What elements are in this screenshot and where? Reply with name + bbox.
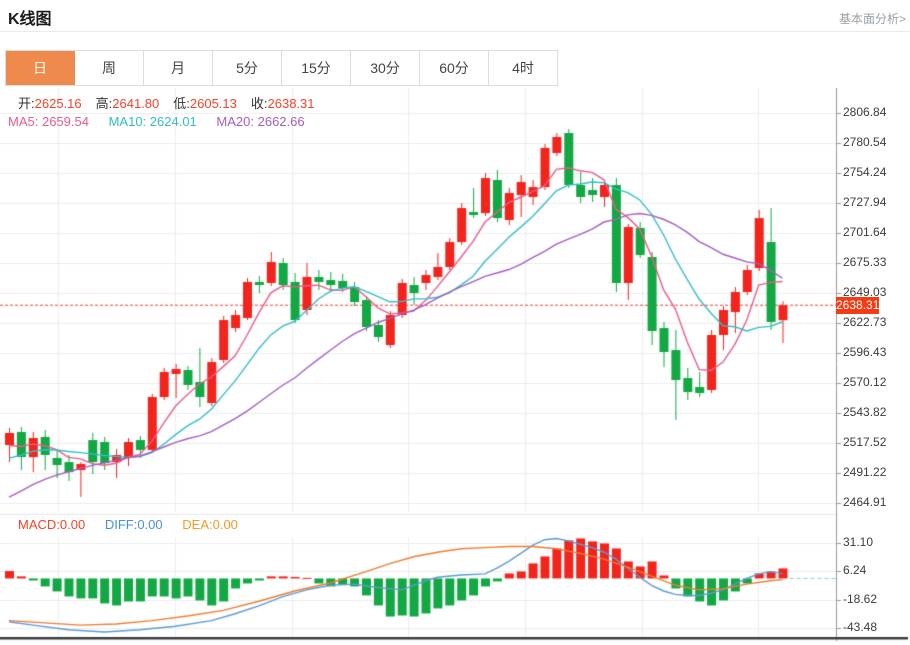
- price-tick-label: 2701.64: [843, 224, 887, 239]
- price-tick-label: 2517.52: [843, 434, 887, 449]
- tab-15min[interactable]: 15分: [282, 51, 351, 85]
- tab-day[interactable]: 日: [6, 51, 75, 85]
- price-tick-label: 2464.91: [843, 495, 887, 509]
- tab-month[interactable]: 月: [144, 51, 213, 85]
- tab-week[interactable]: 周: [75, 51, 144, 85]
- price-tick-label: 2570.12: [843, 374, 887, 389]
- price-tick-label: 2727.94: [843, 194, 887, 209]
- ohlc-legend: 开:2625.16 高:2641.80 低:2605.13 收:2638.31: [18, 93, 329, 112]
- chart-area: 开:2625.16 高:2641.80 低:2605.13 收:2638.31 MA5…: [0, 88, 910, 645]
- close-value: 2638.31: [267, 96, 315, 111]
- macd-tick-label: -18.62: [843, 591, 878, 606]
- low-label: 低:: [173, 96, 190, 111]
- price-tick-label: 2780.54: [843, 134, 887, 149]
- macd-tick-label: 6.24: [843, 563, 867, 578]
- high-label: 高:: [95, 96, 113, 111]
- close-label: 收:: [250, 96, 268, 111]
- price-tick-label: 2543.82: [843, 404, 887, 419]
- open-label: 开:: [18, 96, 35, 111]
- price-tick-label: 2806.84: [843, 105, 887, 119]
- ma5-legend: MA5: 2659.54: [8, 114, 89, 129]
- ma-legend: MA5: 2659.54 MA10: 2624.01 MA20: 2662.66: [8, 114, 321, 129]
- panel-header: K线图 基本面分析>: [0, 0, 910, 32]
- price-tick-label: 2622.73: [843, 314, 887, 329]
- tab-4hour[interactable]: 4时: [489, 51, 557, 85]
- ma10-legend: MA10: 2624.01: [108, 114, 197, 129]
- tab-60min[interactable]: 60分: [420, 51, 489, 85]
- tab-5min[interactable]: 5分: [213, 51, 282, 85]
- interval-tabs: 日周月 5分 15分 30分 60分 4时: [5, 50, 558, 86]
- macd-legend: MACD:0.00 DIFF:0.00 DEA:0.00: [18, 517, 254, 532]
- macd-tick-label: -43.48: [843, 620, 878, 634]
- kline-canvas[interactable]: [0, 88, 910, 645]
- dea-value-legend: DEA:0.00: [182, 517, 238, 532]
- page-title: K线图: [8, 11, 52, 28]
- macd-value-legend: MACD:0.00: [18, 517, 86, 532]
- high-value: 2641.80: [112, 96, 160, 111]
- open-value: 2625.16: [34, 96, 82, 111]
- fundamental-analysis-link[interactable]: 基本面分析>: [838, 12, 906, 26]
- price-tick-label: 2649.03: [843, 284, 887, 299]
- price-tick-label: 2754.24: [843, 164, 887, 179]
- price-tick-label: 2596.43: [843, 344, 887, 359]
- low-value: 2605.13: [189, 96, 237, 111]
- price-tick-label: 2675.33: [843, 254, 887, 269]
- current-price-badge: 2638.31: [836, 296, 880, 314]
- price-tick-label: 2491.22: [843, 464, 887, 479]
- tab-30min[interactable]: 30分: [351, 51, 420, 85]
- ma20-legend: MA20: 2662.66: [216, 114, 305, 129]
- diff-value-legend: DIFF:0.00: [104, 517, 163, 532]
- macd-tick-label: 31.10: [843, 535, 874, 549]
